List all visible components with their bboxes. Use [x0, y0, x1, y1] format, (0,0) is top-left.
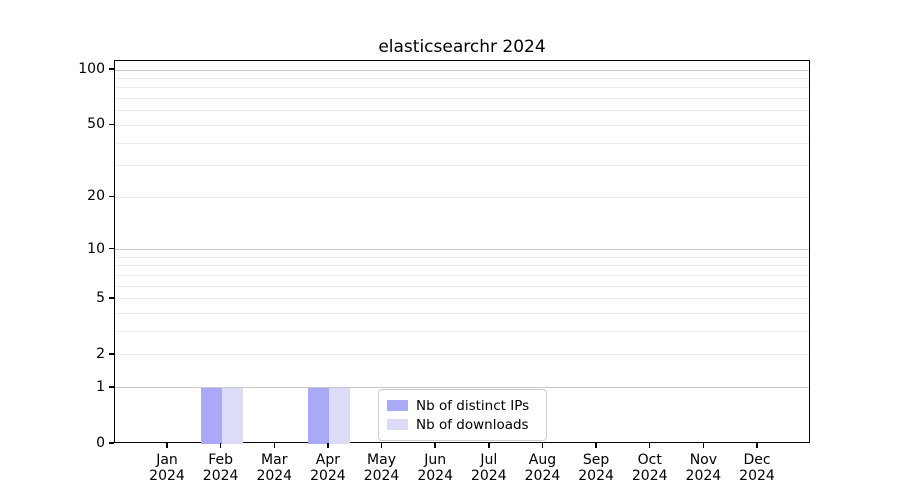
x-tick-year: 2024	[524, 468, 561, 484]
x-tick	[595, 443, 597, 448]
bar-distinct-ips	[307, 387, 329, 444]
x-tick-year: 2024	[578, 468, 614, 484]
y-tick-label: 0	[96, 435, 105, 451]
gridline-minor	[115, 165, 809, 167]
x-tick	[702, 443, 705, 448]
y-tick	[109, 386, 114, 388]
legend-entry: Nb of distinct IPs	[387, 396, 536, 415]
x-tick-month: Aug	[528, 452, 557, 468]
x-tick-year: 2024	[685, 468, 722, 484]
gridline-minor	[115, 124, 809, 126]
x-tick-label: Nov 2024	[673, 452, 733, 484]
legend-entry: Nb of downloads	[387, 415, 536, 434]
y-tick-label: 1	[96, 378, 105, 395]
x-tick-year: 2024	[202, 468, 239, 484]
y-tick	[109, 68, 114, 70]
x-tick-label: Jan 2024	[137, 452, 197, 484]
x-tick-month: Jun	[424, 452, 447, 468]
x-tick-year: 2024	[470, 468, 507, 484]
gridline-minor	[115, 354, 809, 356]
y-tick	[109, 353, 114, 355]
y-tick	[109, 123, 114, 126]
gridline-minor	[115, 110, 809, 112]
x-tick	[648, 443, 651, 448]
bar-distinct-ips	[200, 387, 222, 444]
gridline-minor	[115, 265, 809, 267]
y-tick	[109, 247, 114, 250]
x-tick	[219, 443, 222, 448]
gridline-minor	[115, 256, 809, 258]
gridline-minor	[115, 142, 809, 144]
gridline-minor	[115, 313, 809, 315]
x-tick-month: Sep	[582, 452, 610, 468]
x-tick-label: Oct 2024	[620, 452, 680, 484]
x-tick-month: Apr	[315, 452, 341, 468]
gridline-major	[115, 249, 809, 251]
gridline-major	[115, 387, 809, 389]
gridline-minor	[115, 98, 809, 100]
x-tick	[434, 443, 436, 448]
x-tick-label: Dec 2024	[727, 452, 787, 484]
chart-title: elasticsearchr 2024	[378, 37, 546, 57]
y-tick-label: 2	[96, 345, 105, 362]
legend-label: Nb of downloads	[416, 416, 529, 433]
x-tick-year: 2024	[417, 468, 453, 484]
x-tick-month: Feb	[208, 452, 234, 468]
gridline-minor	[115, 298, 809, 300]
x-tick-month: Mar	[261, 452, 288, 468]
x-tick-year: 2024	[256, 468, 293, 484]
x-tick-label: May 2024	[352, 452, 412, 484]
gridline-major	[115, 69, 809, 71]
x-tick	[488, 443, 490, 448]
y-tick	[109, 195, 114, 198]
x-tick	[541, 443, 544, 448]
gridline-minor	[115, 274, 809, 276]
x-tick	[756, 443, 758, 448]
x-tick-month: May	[367, 452, 396, 468]
y-tick	[109, 297, 114, 299]
y-tick-label: 50	[87, 116, 105, 133]
x-tick-label: Jun 2024	[405, 452, 465, 484]
x-tick-label: Sep 2024	[566, 452, 626, 484]
x-tick	[380, 443, 383, 448]
x-tick-year: 2024	[310, 468, 346, 484]
gridline-minor	[115, 331, 809, 333]
x-tick-month: Oct	[637, 452, 662, 468]
x-tick-year: 2024	[363, 468, 400, 484]
plot-area: Nb of distinct IPs Nb of downloads	[114, 60, 810, 444]
x-tick-month: Nov	[689, 452, 718, 468]
x-tick-year: 2024	[149, 468, 185, 484]
x-tick-label: Apr 2024	[298, 452, 358, 484]
legend-swatch	[387, 400, 408, 411]
y-tick-label: 100	[78, 61, 105, 77]
legend: Nb of distinct IPs Nb of downloads	[378, 389, 547, 441]
bar-downloads	[221, 387, 243, 444]
x-tick	[166, 443, 168, 448]
y-tick-label: 5	[96, 289, 105, 306]
gridline-minor	[115, 87, 809, 89]
gridline-minor	[115, 285, 809, 287]
y-tick-label: 20	[87, 188, 105, 205]
x-tick	[273, 443, 276, 448]
x-tick-label: Jul 2024	[459, 452, 519, 484]
x-tick	[327, 443, 329, 448]
x-tick-label: Mar 2024	[244, 452, 304, 484]
x-tick-year: 2024	[631, 468, 668, 484]
legend-swatch	[387, 419, 408, 430]
x-tick-month: Dec	[743, 452, 771, 468]
x-tick-label: Feb 2024	[191, 452, 251, 484]
x-tick-month: Jan	[156, 452, 178, 468]
x-tick-month: Jul	[480, 452, 498, 468]
gridline-minor	[115, 77, 809, 79]
y-tick-label: 10	[87, 240, 105, 257]
bar-downloads	[328, 387, 350, 444]
gridline-minor	[115, 196, 809, 198]
x-tick-year: 2024	[739, 468, 775, 484]
legend-label: Nb of distinct IPs	[416, 397, 530, 414]
y-tick	[109, 442, 114, 444]
x-tick-label: Aug 2024	[512, 452, 572, 484]
